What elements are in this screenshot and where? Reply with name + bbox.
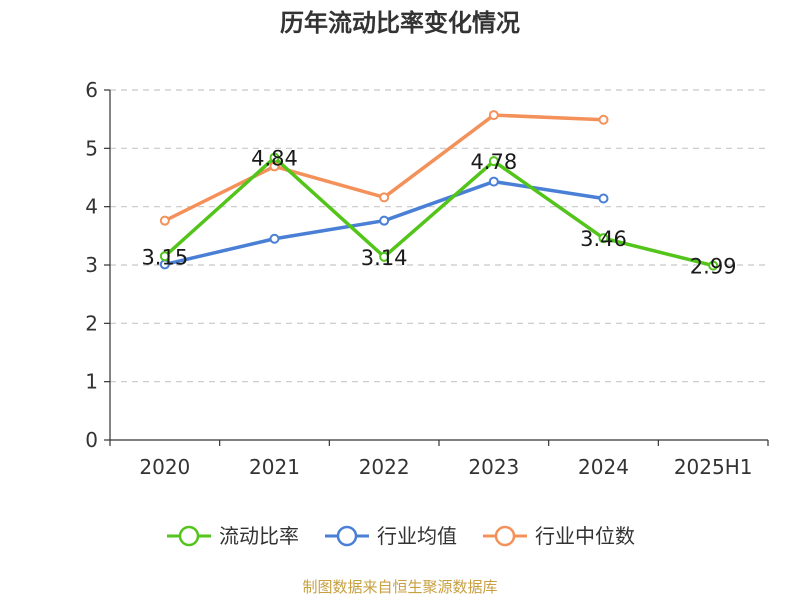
y-tick-label: 2 [85,311,98,335]
data-label: 3.15 [141,245,188,269]
legend-swatch-icon [167,525,211,547]
source-note: 制图数据来自恒生聚源数据库 [302,578,498,596]
data-label: 3.14 [361,246,408,270]
data-point [379,251,390,262]
x-tick-label: 2020 [139,455,190,479]
legend-label: 流动比率 [219,524,299,548]
data-point [598,193,609,204]
y-tick-label: 4 [85,195,98,219]
gridlines [110,89,768,383]
axes: 0 1 2 3 4 5 6 2020 2021 2022 2023 2024 2025H1 [85,78,769,479]
legend-label: 行业中位数 [535,524,635,548]
chart-title: 历年流动比率变化情况 [280,9,520,37]
series-2 [159,110,609,226]
legend-label: 行业均值 [377,524,457,548]
y-tick-label: 6 [85,78,98,102]
x-tick-label: 2021 [249,455,300,479]
y-tick-label: 1 [85,370,98,394]
data-point [379,215,390,226]
y-tick-label: 3 [85,253,98,277]
data-point [598,114,609,125]
series-lines [159,110,719,271]
series-0 [159,152,719,271]
data-point [269,152,280,163]
x-tick-label: 2023 [468,455,519,479]
data-label: 4.84 [251,147,298,171]
data-point [598,233,609,244]
legend-item[interactable]: 行业中位数 [481,518,635,554]
data-point [708,260,719,271]
series-line [163,155,714,268]
legend-swatch-icon [483,525,527,547]
series-line [164,113,604,223]
data-point [379,192,390,203]
data-point [488,156,499,167]
x-tick-label: 2025H1 [674,455,753,479]
data-label: 4.78 [470,150,517,174]
data-point [159,251,170,262]
y-tick-label: 5 [85,136,98,160]
data-point [488,110,499,121]
data-label: 3.46 [580,227,627,251]
data-point [488,176,499,187]
legend-item[interactable]: 行业均值 [323,518,457,554]
data-label: 2.99 [690,255,737,279]
x-tick-label: 2022 [359,455,410,479]
x-tick-label: 2024 [578,455,629,479]
legend-swatch-icon [325,525,369,547]
legend: 流动比率 行业均值 行业中位数 [0,518,800,554]
y-tick-label: 0 [85,428,98,452]
legend-item[interactable]: 流动比率 [165,518,299,554]
data-labels: 3.15 4.84 3.14 4.78 3.46 2.99 [141,147,736,279]
data-point [159,215,170,226]
data-point [269,233,280,244]
